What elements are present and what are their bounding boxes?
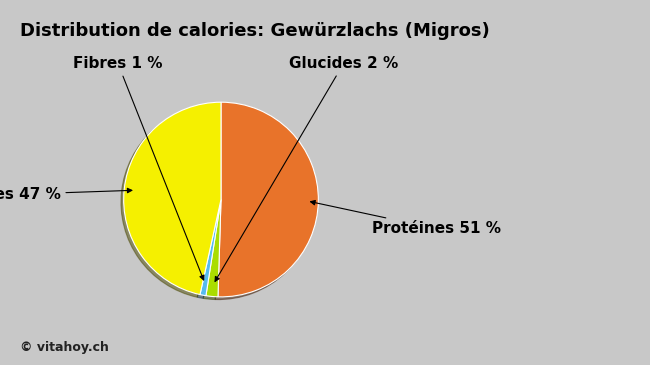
Text: Lipides 47 %: Lipides 47 % — [0, 187, 132, 202]
Wedge shape — [124, 102, 221, 295]
Text: Fibres 1 %: Fibres 1 % — [73, 56, 204, 280]
Text: © vitahoy.ch: © vitahoy.ch — [20, 341, 109, 354]
Wedge shape — [218, 102, 318, 297]
Wedge shape — [206, 200, 221, 297]
Text: Protéines 51 %: Protéines 51 % — [311, 200, 501, 236]
Text: Distribution de calories: Gewürzlachs (Migros): Distribution de calories: Gewürzlachs (M… — [20, 22, 489, 40]
Text: Glucides 2 %: Glucides 2 % — [215, 56, 398, 281]
Wedge shape — [200, 200, 221, 296]
